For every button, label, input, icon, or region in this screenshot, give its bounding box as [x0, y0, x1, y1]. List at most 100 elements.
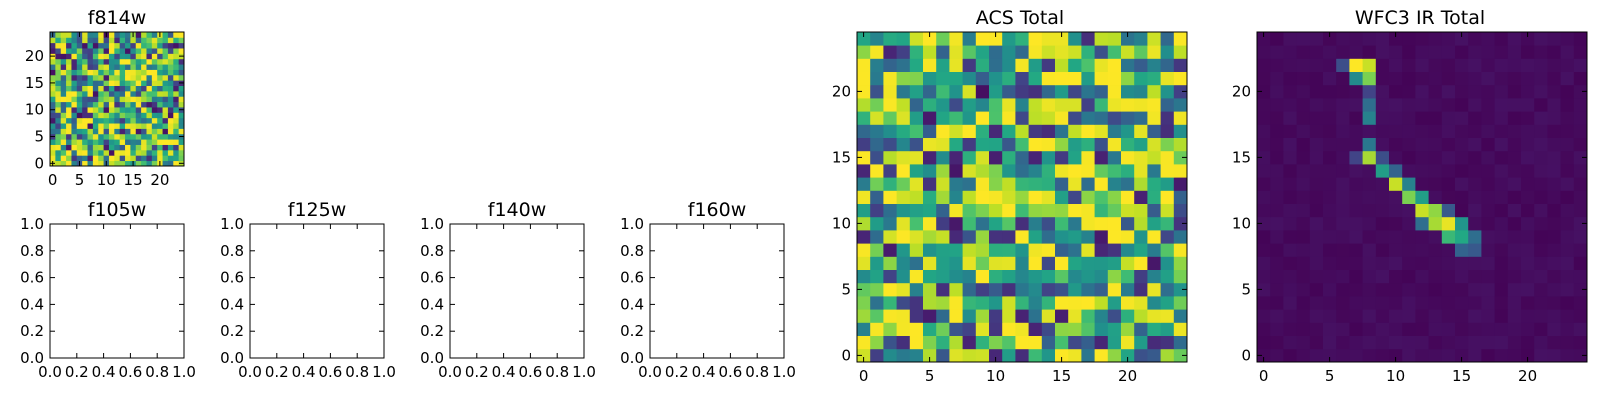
heatmap-cell [1309, 98, 1324, 112]
heatmap-cell [135, 90, 142, 97]
heatmap-cell [151, 90, 158, 97]
heatmap-cell [66, 85, 72, 92]
heatmap-cell [1283, 111, 1297, 125]
heatmap-cell [1441, 322, 1456, 336]
heatmap-cell [1015, 150, 1029, 165]
heatmap-cell [1068, 58, 1082, 72]
heatmap-cell [870, 282, 884, 297]
heatmap-cell [1094, 98, 1109, 112]
heatmap-cell [119, 53, 126, 60]
heatmap-cell [1107, 111, 1122, 125]
heatmap-cell [151, 32, 158, 38]
heatmap-cell [1481, 216, 1495, 231]
heatmap-cell [1323, 243, 1337, 257]
heatmap-cell [1055, 282, 1069, 297]
heatmap-cell [1534, 98, 1548, 112]
heatmap-cell [1270, 296, 1284, 310]
heatmap-cell [1081, 282, 1095, 297]
heatmap-cell [896, 98, 911, 112]
heatmap-cell [151, 107, 158, 113]
heatmap-cell [173, 53, 180, 60]
heatmap-cell [130, 117, 137, 124]
heatmap-cell [103, 117, 110, 124]
heatmap-cell [1468, 243, 1482, 257]
heatmap-cell [1560, 124, 1575, 138]
heatmap-cell [909, 322, 924, 336]
heatmap-cell [1534, 282, 1548, 297]
heatmap-cell [975, 45, 990, 59]
heatmap-cell [92, 144, 99, 151]
heatmap-cell [55, 101, 62, 108]
heatmap-cell [130, 155, 137, 162]
heatmap-cell [1573, 137, 1588, 152]
heatmap-cell [71, 74, 78, 81]
heatmap-cell [178, 101, 185, 108]
heatmap-cell [1362, 84, 1377, 99]
heatmap-cell [1415, 45, 1429, 59]
heatmap-cell [1283, 71, 1297, 86]
heatmap-cell [146, 155, 153, 162]
heatmap-cell [1041, 150, 1056, 165]
heatmap-cell [162, 85, 169, 92]
y-tick-label: 0.4 [420, 295, 444, 313]
heatmap-cell [1107, 243, 1122, 257]
heatmap-cell [1094, 216, 1109, 231]
heatmap-cell [125, 101, 131, 108]
heatmap-cell [1494, 256, 1509, 270]
heatmap-cell [1107, 32, 1122, 46]
heatmap-cell [975, 98, 990, 112]
heatmap-cell [60, 58, 67, 65]
heatmap-cell [989, 177, 1003, 191]
heatmap-cell [909, 45, 924, 59]
heatmap-cell [55, 64, 62, 70]
heatmap-cell [92, 80, 99, 86]
heatmap-cell [1521, 137, 1535, 152]
heatmap-cell [1296, 243, 1311, 257]
heatmap-cell [909, 203, 924, 218]
heatmap-cell [167, 80, 174, 86]
heatmap-cell [1441, 230, 1456, 244]
heatmap-cell [1507, 348, 1522, 363]
heatmap-cell [1362, 269, 1377, 284]
heatmap-cell [141, 107, 147, 113]
heatmap-cell [92, 101, 99, 108]
heatmap-cell [1389, 335, 1403, 350]
heatmap-cell [1002, 322, 1016, 336]
heatmap-cell [936, 58, 950, 72]
heatmap-cell [178, 144, 185, 151]
heatmap-cell [1173, 203, 1188, 218]
heatmap-cell [119, 160, 126, 167]
heatmap-cell [1015, 256, 1029, 270]
heatmap-cell [1349, 322, 1363, 336]
heatmap-cell [162, 144, 169, 151]
heatmap-cell [82, 80, 88, 86]
heatmap-cell [1428, 32, 1443, 46]
heatmap-cell [130, 107, 137, 113]
heatmap-cell [1309, 124, 1324, 138]
heatmap-cell [1283, 309, 1297, 323]
heatmap-cell [135, 133, 142, 140]
heatmap-cell [1402, 243, 1416, 257]
heatmap-cell [178, 74, 185, 81]
heatmap-cell [108, 42, 115, 49]
heatmap-cell [1534, 269, 1548, 284]
heatmap-cell [883, 190, 897, 204]
heatmap-cell [1147, 335, 1161, 350]
heatmap-cell [1547, 348, 1561, 363]
heatmap-cell [1055, 269, 1069, 284]
heatmap-cell [1573, 58, 1588, 72]
heatmap-cell [76, 112, 83, 119]
heatmap-cell [76, 74, 83, 81]
y-tick-label: 0.0 [220, 349, 244, 367]
heatmap-cell [1257, 164, 1271, 178]
heatmap-cell [1015, 177, 1029, 191]
heatmap-cell [173, 48, 180, 54]
heatmap-cell [71, 48, 78, 54]
y-tick-label: 5 [34, 128, 44, 146]
heatmap-cell [1402, 348, 1416, 363]
heatmap-cell [108, 37, 115, 44]
heatmap-cell [857, 203, 871, 218]
x-tick-label: 20 [1518, 367, 1537, 385]
heatmap-cell [1455, 111, 1469, 125]
heatmap-cell [1055, 32, 1069, 46]
